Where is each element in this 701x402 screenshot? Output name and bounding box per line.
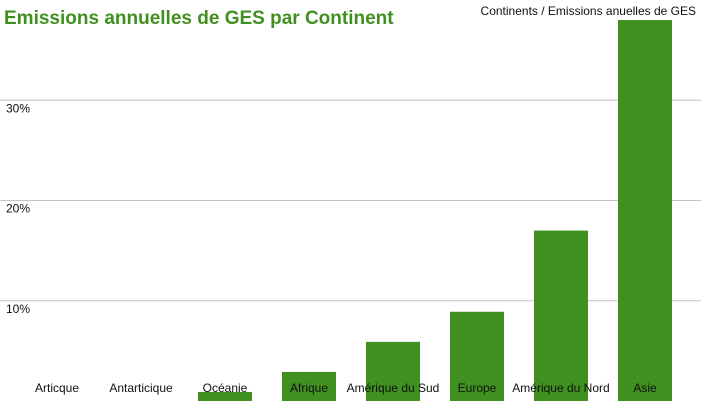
x-tick-label: Antarticique (109, 381, 173, 395)
x-tick-label: Afrique (290, 381, 328, 395)
x-tick-label: Articque (35, 381, 79, 395)
x-tick-label: Océanie (203, 381, 248, 395)
bar (534, 230, 588, 401)
y-tick-label: 30% (6, 101, 30, 115)
bar (198, 391, 252, 401)
bar (450, 311, 504, 401)
legend-entry: Continents / Emissions anuelles de GES (481, 4, 696, 18)
y-tick-label: 20% (6, 202, 30, 216)
bar (366, 341, 420, 401)
x-tick-label: Asie (633, 381, 657, 395)
x-tick-label: Amérique du Sud (347, 381, 440, 395)
x-tick-label: Europe (458, 381, 497, 395)
bar (618, 20, 672, 402)
bar (282, 371, 336, 401)
chart-title: Emissions annuelles de GES par Continent (4, 8, 394, 29)
y-tick-label: 10% (6, 302, 30, 316)
x-tick-label: Amérique du Nord (512, 381, 609, 395)
